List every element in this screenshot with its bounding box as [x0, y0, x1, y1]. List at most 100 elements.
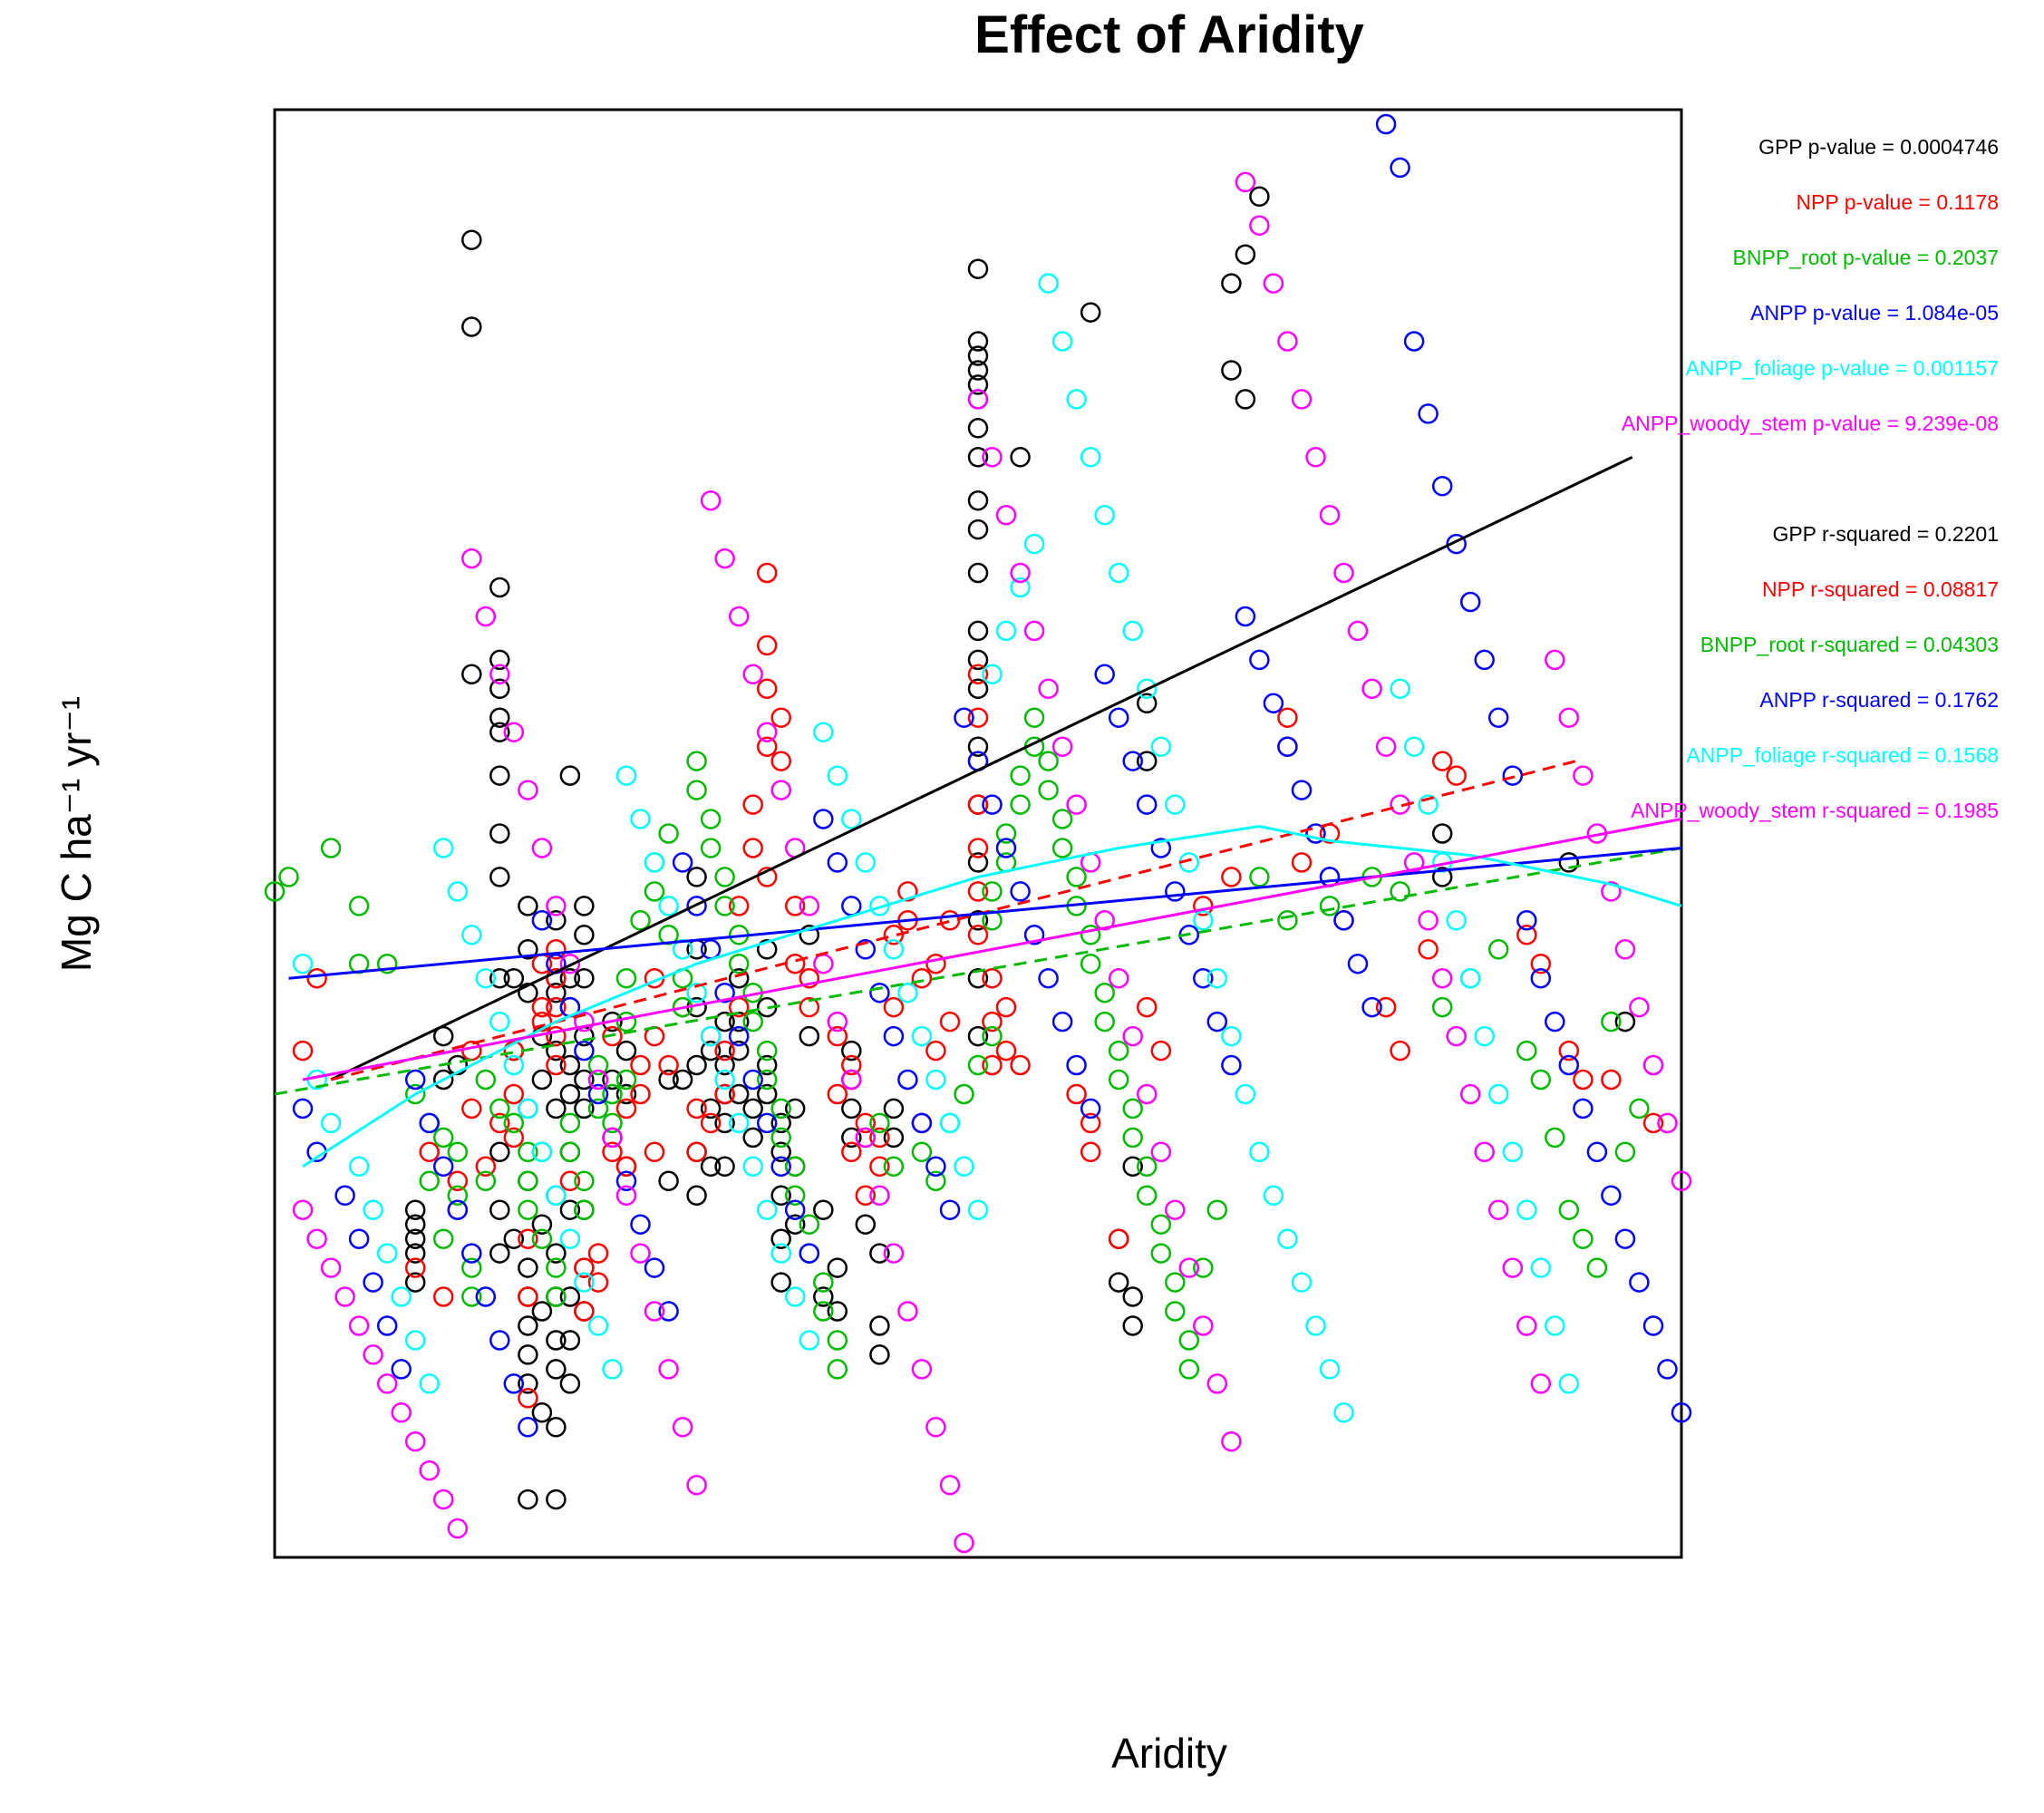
anpp-point-7	[404, 1069, 426, 1091]
gpp-point-17	[489, 678, 510, 700]
anpp-point-79	[1418, 403, 1439, 424]
anpp-point-4	[363, 1272, 383, 1293]
gpp-point-132	[967, 345, 989, 366]
anpp-foliage-point-82	[1502, 1141, 1524, 1163]
gpp-point-81	[672, 1069, 693, 1091]
anpp-point-13	[489, 1330, 510, 1351]
gpp-point-120	[841, 1040, 862, 1062]
bnpp-root-point-17	[489, 1098, 510, 1120]
anpp-point-75	[1361, 996, 1382, 1018]
npp-point-71	[883, 996, 905, 1018]
anpp-foliage-point-20	[587, 1315, 609, 1336]
anpp-point-60	[1150, 838, 1172, 858]
anpp-point-86	[1516, 910, 1537, 931]
npp-point-73	[897, 881, 918, 902]
anpp-foliage-point-21	[602, 1359, 623, 1380]
gpp-point-15	[489, 765, 510, 786]
npp-point-59	[784, 896, 806, 916]
bnpp-root-point-75	[982, 881, 1003, 902]
gpp-point-107	[770, 1141, 791, 1163]
anpp-woody-stem-point-69	[1263, 273, 1284, 294]
gpp-point-141	[967, 620, 989, 642]
gpp-point-104	[756, 1054, 778, 1076]
anpp-point-24	[644, 1257, 665, 1278]
npp-point-67	[855, 1112, 877, 1134]
gpp-point-156	[1122, 1315, 1143, 1336]
npp-point-104	[1291, 852, 1313, 873]
anpp-point-23	[630, 1214, 651, 1235]
anpp-woody-stem-point-97	[1657, 1112, 1678, 1134]
anpp-woody-stem-point-21	[587, 1069, 609, 1091]
bnpp-root-point-108	[1319, 896, 1341, 916]
anpp-point-3	[348, 1228, 370, 1249]
gpp-point-101	[742, 1127, 763, 1149]
anpp-foliage-point-11	[461, 925, 482, 945]
bnpp-root-point-66	[869, 1112, 890, 1134]
gpp-point-1	[447, 1054, 469, 1076]
gpp-point-90	[700, 1156, 722, 1178]
npp-point-1	[306, 967, 327, 989]
gpp-point-46	[546, 1040, 567, 1062]
anpp-woody-stem-point-51	[1010, 562, 1031, 584]
bnpp-root-point-48	[714, 896, 735, 916]
npp-point-39	[658, 1054, 679, 1076]
anpp-woody-stem-point-49	[982, 447, 1003, 468]
anpp-foliage-point-71	[1305, 1315, 1326, 1336]
anpp-point-35	[799, 1243, 820, 1264]
gpp-point-85	[686, 1054, 707, 1076]
npp-point-14	[518, 1228, 538, 1249]
anpp-point-71	[1305, 823, 1326, 844]
anpp-woody-stem-fit-line	[302, 818, 1682, 1081]
anpp-foliage-point-0	[292, 953, 314, 974]
anpp-foliage-point-34	[784, 1286, 806, 1307]
npp-point-90	[982, 1054, 1003, 1076]
anpp-point-73	[1333, 910, 1354, 931]
anpp-foliage-point-67	[1249, 1141, 1270, 1163]
npp-point-114	[1530, 953, 1552, 974]
npp-point-101	[1221, 867, 1242, 887]
anpp-foliage-p-value-label: ANPP_foliage p-value = 0.001157	[1686, 356, 1999, 380]
anpp-woody-stem-point-1	[306, 1228, 327, 1249]
bnpp-root-point-90	[1094, 982, 1115, 1003]
bnpp-root-point-88	[1080, 925, 1101, 945]
gpp-point-91	[714, 1011, 735, 1033]
anpp-woody-stem-point-54	[1051, 736, 1073, 757]
anpp-woody-stem-point-4	[348, 1315, 370, 1336]
anpp-woody-stem-point-36	[799, 896, 820, 916]
gpp-point-122	[841, 1127, 862, 1149]
bnpp-root-point-122	[1629, 1098, 1650, 1120]
anpp-foliage-point-4	[363, 1199, 383, 1220]
anpp-woody-stem-point-17	[531, 838, 553, 858]
anpp-woody-stem-point-2	[320, 1257, 342, 1278]
bnpp-root-point-47	[714, 867, 735, 887]
gpp-point-129	[883, 1127, 905, 1149]
anpp-foliage-point-22	[615, 765, 637, 786]
anpp-woody-stem-point-48	[967, 389, 989, 410]
anpp-woody-stem-p-value-label: ANPP_woody_stem p-value = 9.239e-08	[1622, 412, 1999, 435]
anpp-r-squared-label: ANPP r-squared = 0.1762	[1759, 688, 1999, 712]
anpp-woody-stem-point-80	[1418, 910, 1439, 931]
gpp-point-10	[461, 229, 482, 250]
anpp-woody-stem-point-11	[447, 1517, 469, 1539]
anpp-foliage-point-32	[756, 1199, 778, 1220]
gpp-fit-line	[330, 455, 1633, 1081]
anpp-woody-stem-point-68	[1249, 215, 1270, 237]
gpp-point-100	[742, 1098, 763, 1120]
npp-point-97	[1108, 1228, 1129, 1249]
anpp-foliage-point-56	[1094, 504, 1115, 526]
anpp-point-84	[1487, 707, 1509, 728]
anpp-woody-stem-r-squared-label: ANPP_woody_stem r-squared = 0.1985	[1631, 799, 1999, 822]
anpp-foliage-point-47	[967, 1199, 989, 1220]
npp-point-63	[827, 1025, 848, 1047]
bnpp-root-point-6	[404, 1083, 426, 1105]
anpp-point-28	[700, 939, 722, 960]
bnpp-root-point-86	[1066, 867, 1087, 887]
gpp-point-97	[728, 1011, 750, 1033]
bnpp-root-point-106	[1249, 867, 1270, 887]
npp-point-4	[432, 1286, 454, 1307]
gpp-point-149	[967, 1025, 989, 1047]
anpp-woody-stem-point-59	[1122, 1025, 1143, 1047]
anpp-woody-stem-point-77	[1375, 736, 1397, 757]
gpp-point-137	[967, 447, 989, 468]
bnpp-root-point-15	[475, 1170, 497, 1192]
